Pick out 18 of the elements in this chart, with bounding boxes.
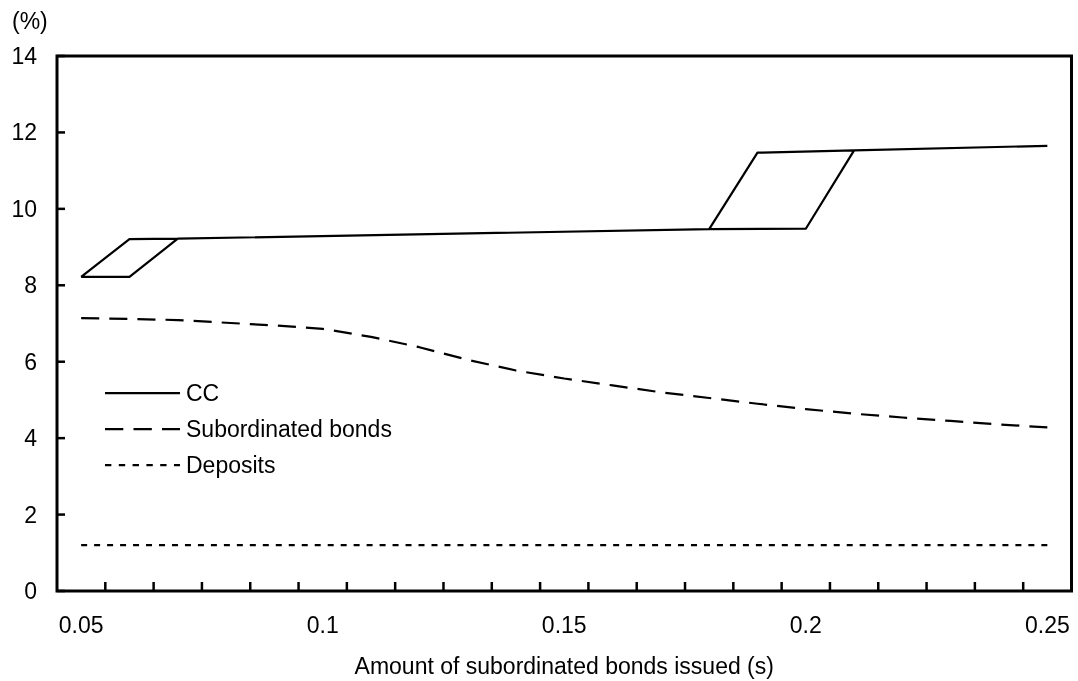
x-tick-label: 0.2 [789, 612, 822, 638]
y-tick-label: 10 [11, 195, 37, 222]
legend-label: CC [186, 380, 220, 407]
x-tick-label: 0.15 [541, 612, 587, 638]
y-tick-label: 0 [24, 578, 37, 604]
y-tick-label: 6 [24, 348, 37, 375]
x-tick-label: 0.05 [58, 612, 104, 638]
y-tick-label: 12 [11, 119, 37, 146]
y-tick-label: 8 [24, 272, 37, 299]
x-tick-label: 0.1 [306, 612, 339, 638]
x-tick-label: 0.25 [1024, 612, 1070, 638]
legend-label: Deposits [186, 452, 276, 479]
legend-label: Subordinated bonds [186, 416, 392, 443]
y-tick-label: 2 [24, 501, 37, 528]
y-axis-title: (%) [12, 8, 48, 34]
x-axis-title: Amount of subordinated bonds issued (s) [354, 653, 774, 679]
y-tick-label: 4 [24, 425, 38, 452]
y-tick-label: 14 [11, 43, 38, 69]
